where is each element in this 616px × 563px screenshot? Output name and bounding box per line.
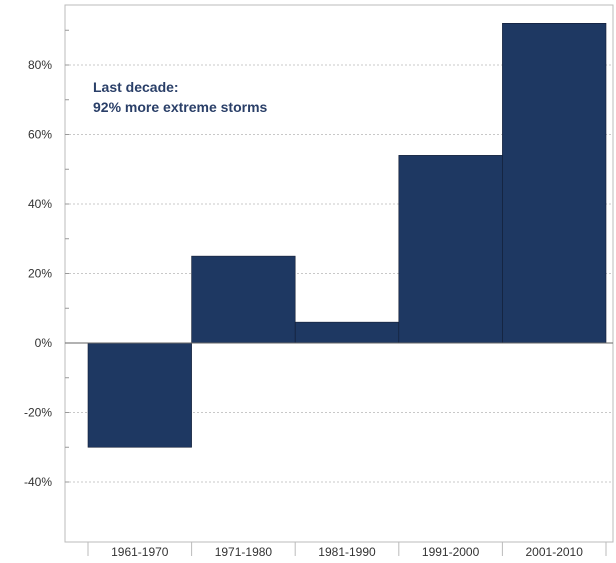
- bar-1991-2000: [398, 155, 503, 344]
- bar-2001-2010: [502, 22, 607, 344]
- x-tick-label: 2001-2010: [526, 545, 584, 559]
- bars: [87, 22, 607, 448]
- x-tick-label: 1991-2000: [422, 545, 480, 559]
- y-tick-label: 80%: [28, 58, 52, 72]
- x-axis-ticks: [87, 542, 607, 556]
- y-tick-label: 60%: [28, 128, 52, 142]
- y-tick-label: 20%: [28, 267, 52, 281]
- annotation-line-1: Last decade:: [93, 79, 179, 95]
- annotation-line-2: 92% more extreme storms: [93, 99, 268, 115]
- y-tick-label: 40%: [28, 197, 52, 211]
- x-tick-label: 1981-1990: [318, 545, 376, 559]
- x-axis-tick-labels: 1961-1970 1971-1980 1981-1990 1991-2000 2001…: [111, 545, 583, 559]
- bar-1981-1990: [294, 321, 400, 344]
- bar-1961-1970: [87, 342, 192, 448]
- y-tick-label: -40%: [24, 475, 52, 489]
- y-tick-label: -20%: [24, 406, 52, 420]
- y-axis-tick-labels: 80% 60% 40% 20% 0% -20% -40%: [24, 58, 52, 489]
- x-tick-label: 1961-1970: [111, 545, 169, 559]
- bar-1971-1980: [191, 255, 296, 344]
- y-tick-label: 0%: [35, 336, 53, 350]
- x-tick-label: 1971-1980: [215, 545, 273, 559]
